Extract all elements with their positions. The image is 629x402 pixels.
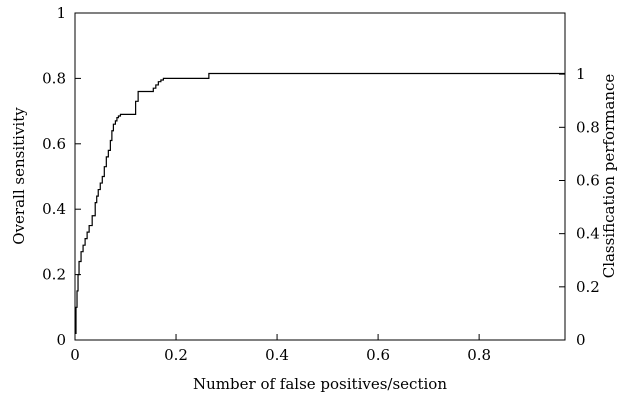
x-axis-title: Number of false positives/section [193, 375, 447, 393]
right-y-axis-title: Classification performance [600, 74, 618, 279]
right-y-axis-ticks: 0 0.2 0.4 0.6 0.8 1 [559, 65, 600, 349]
x-tick-label-0: 0 [70, 346, 80, 364]
right-y-tick-label-0: 0 [576, 331, 586, 349]
x-tick-label-4: 0.8 [467, 346, 491, 364]
left-y-tick-label-0: 0 [56, 331, 66, 349]
left-y-axis-ticks: 0 0.2 0.4 0.6 0.8 1 [42, 4, 81, 349]
x-tick-label-3: 0.6 [366, 346, 390, 364]
sensitivity-curve [75, 72, 565, 335]
x-axis-ticks: 0 0.2 0.4 0.6 0.8 [70, 334, 491, 364]
right-y-tick-label-1: 0.2 [576, 278, 600, 296]
plot-frame [74, 12, 566, 341]
x-tick-label-2: 0.4 [265, 346, 289, 364]
left-y-tick-label-2: 0.4 [42, 200, 66, 218]
right-y-tick-label-2: 0.4 [576, 225, 600, 243]
left-y-tick-label-1: 0.2 [42, 266, 66, 284]
left-y-tick-label-5: 1 [56, 4, 66, 22]
x-tick-label-1: 0.2 [164, 346, 188, 364]
left-y-axis-title: Overall sensitivity [10, 107, 28, 245]
left-y-tick-label-4: 0.8 [42, 69, 66, 87]
right-y-tick-label-3: 0.6 [576, 171, 600, 189]
right-y-tick-label-5: 1 [576, 65, 586, 83]
right-y-tick-label-4: 0.8 [576, 118, 600, 136]
left-y-tick-label-3: 0.6 [42, 135, 66, 153]
